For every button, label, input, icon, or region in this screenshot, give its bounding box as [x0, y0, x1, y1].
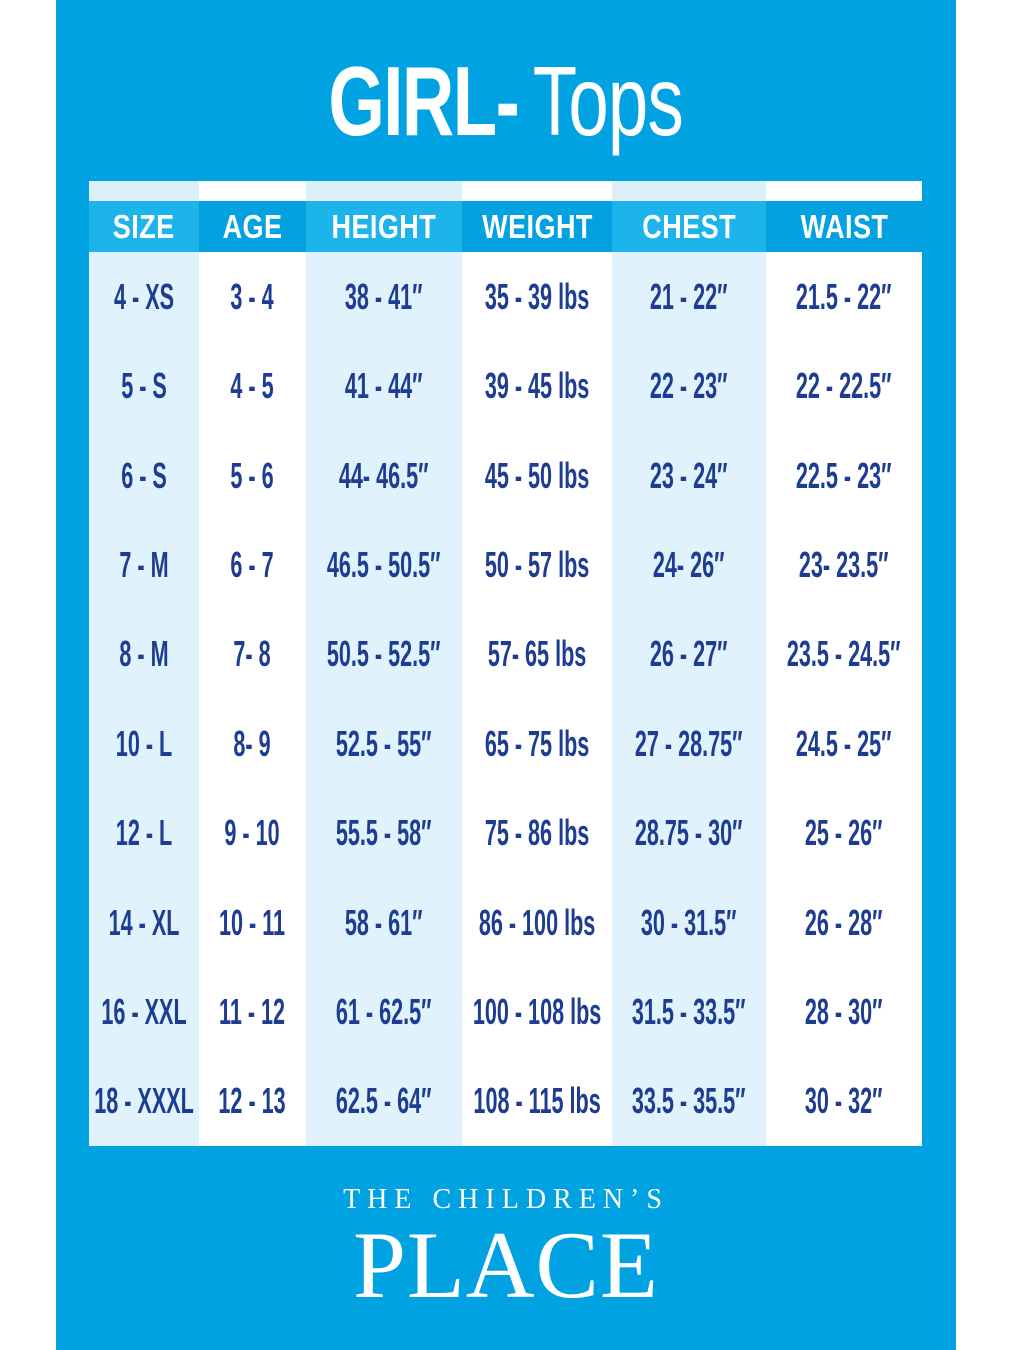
table-cell: 45 - 50 lbs — [484, 454, 590, 496]
table-column-height: 38 - 41″ 41 - 44″ 44- 46.5″ 46.5 - 50.5″… — [306, 252, 462, 1146]
table-cell: 39 - 45 lbs — [484, 365, 590, 407]
table-cell: 6 - S — [121, 454, 167, 496]
top-band-segment-size — [89, 181, 199, 201]
table-cell: 52.5 - 55″ — [336, 722, 432, 764]
table-cell: 28.75 - 30″ — [635, 812, 743, 854]
column-header-chest: CHEST — [612, 201, 766, 252]
table-cell: 3 - 4 — [230, 275, 275, 317]
table-cell: 21.5 - 22″ — [796, 275, 892, 317]
top-band-segment-age — [199, 181, 306, 201]
table-cell: 33.5 - 35.5″ — [632, 1080, 746, 1122]
table-cell: 35 - 39 lbs — [484, 275, 590, 317]
table-column-chest: 21 - 22″ 22 - 23″ 23 - 24″ 24- 26″ 26 - … — [612, 252, 766, 1146]
table-top-band — [89, 181, 922, 201]
table-cell: 11 - 12 — [219, 990, 286, 1032]
table-cell: 22.5 - 23″ — [796, 454, 892, 496]
table-column-waist: 21.5 - 22″ 22 - 22.5″ 22.5 - 23″ 23- 23.… — [766, 252, 922, 1146]
table-cell: 55.5 - 58″ — [336, 812, 432, 854]
table-cell: 8- 9 — [233, 722, 272, 764]
table-cell: 4 - XS — [113, 275, 175, 317]
table-cell: 16 - XXL — [101, 990, 187, 1032]
table-cell: 22 - 23″ — [650, 365, 728, 407]
column-header-size: SIZE — [89, 201, 199, 252]
table-cell: 30 - 31.5″ — [641, 901, 737, 943]
table-cell: 12 - 13 — [218, 1080, 287, 1122]
table-header-row: SIZE AGE HEIGHT WEIGHT CHEST WAIST — [89, 201, 922, 252]
table-cell: 12 - L — [115, 812, 173, 854]
table-cell: 86 - 100 lbs — [478, 901, 596, 943]
table-cell: 31.5 - 33.5″ — [632, 990, 746, 1032]
column-header-age: AGE — [199, 201, 306, 252]
top-band-segment-weight — [462, 181, 612, 201]
table-cell: 38 - 41″ — [345, 275, 423, 317]
table-cell: 44- 46.5″ — [339, 454, 429, 496]
table-cell: 30 - 32″ — [805, 1080, 883, 1122]
table-cell: 23.5 - 24.5″ — [787, 633, 901, 675]
table-cell: 14 - XL — [108, 901, 180, 943]
table-cell: 24- 26″ — [653, 543, 725, 585]
table-cell: 50.5 - 52.5″ — [327, 633, 441, 675]
table-cell: 46.5 - 50.5″ — [327, 543, 441, 585]
page-title: GIRL- Tops — [0, 44, 1012, 158]
table-cell: 10 - L — [115, 722, 173, 764]
brand-line-the-childrens: THE CHILDREN’S — [343, 1184, 669, 1215]
table-cell: 27 - 28.75″ — [635, 722, 743, 764]
table-cell: 108 - 115 lbs — [473, 1080, 601, 1122]
top-band-segment-height — [306, 181, 462, 201]
table-cell: 6 - 7 — [230, 543, 275, 585]
table-cell: 7- 8 — [233, 633, 272, 675]
table-cell: 7 - M — [119, 543, 169, 585]
table-cell: 8 - M — [119, 633, 169, 675]
column-header-height: HEIGHT — [306, 201, 462, 252]
table-cell: 75 - 86 lbs — [484, 812, 590, 854]
table-cell: 5 - 6 — [230, 454, 275, 496]
table-cell: 61 - 62.5″ — [336, 990, 432, 1032]
table-cell: 26 - 28″ — [805, 901, 883, 943]
table-body: 4 - XS 5 - S 6 - S 7 - M 8 - M 10 - L 12… — [89, 252, 922, 1146]
brand-logo: THE CHILDREN’S PLACE — [0, 1180, 1012, 1318]
title-girl: GIRL- — [328, 46, 520, 156]
top-band-segment-waist — [766, 181, 922, 201]
table-cell: 28 - 30″ — [805, 990, 883, 1032]
brand-line-place: PLACE — [353, 1212, 659, 1318]
table-cell: 58 - 61″ — [345, 901, 423, 943]
table-cell: 4 - 5 — [230, 365, 275, 407]
table-cell: 100 - 108 lbs — [472, 990, 602, 1032]
table-cell: 25 - 26″ — [805, 812, 883, 854]
table-column-age: 3 - 4 4 - 5 5 - 6 6 - 7 7- 8 8- 9 9 - 10… — [199, 252, 306, 1146]
column-header-waist: WAIST — [766, 201, 922, 252]
table-cell: 41 - 44″ — [345, 365, 423, 407]
table-cell: 18 - XXXL — [94, 1080, 194, 1122]
table-cell: 10 - 11 — [219, 901, 286, 943]
table-cell: 9 - 10 — [224, 812, 281, 854]
table-cell: 26 - 27″ — [650, 633, 728, 675]
top-band-segment-chest — [612, 181, 766, 201]
table-cell: 23- 23.5″ — [799, 543, 889, 585]
table-cell: 22 - 22.5″ — [796, 365, 892, 407]
table-cell: 62.5 - 64″ — [336, 1080, 432, 1122]
table-cell: 57- 65 lbs — [487, 633, 587, 675]
table-cell: 23 - 24″ — [650, 454, 728, 496]
table-cell: 50 - 57 lbs — [484, 543, 590, 585]
size-chart-table: SIZE AGE HEIGHT WEIGHT CHEST WAIST 4 - X… — [89, 181, 922, 1146]
table-cell: 24.5 - 25″ — [796, 722, 892, 764]
table-column-size: 4 - XS 5 - S 6 - S 7 - M 8 - M 10 - L 12… — [89, 252, 199, 1146]
table-cell: 21 - 22″ — [650, 275, 728, 317]
table-cell: 5 - S — [121, 365, 167, 407]
table-cell: 65 - 75 lbs — [484, 722, 590, 764]
column-header-weight: WEIGHT — [462, 201, 612, 252]
table-column-weight: 35 - 39 lbs 39 - 45 lbs 45 - 50 lbs 50 -… — [462, 252, 612, 1146]
title-tops: Tops — [533, 46, 684, 156]
